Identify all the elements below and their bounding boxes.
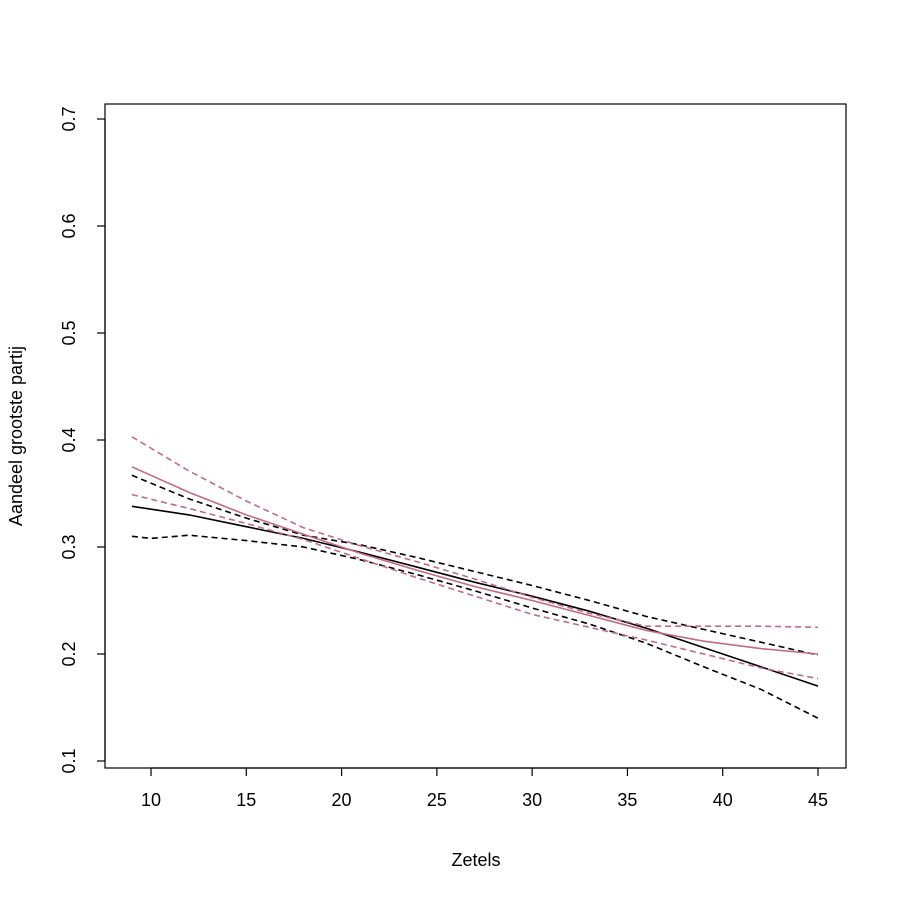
x-tick-label: 20 <box>332 790 352 810</box>
y-tick-label: 0.4 <box>59 427 79 452</box>
plot-box <box>104 103 847 769</box>
series-line-4-solid <box>131 466 819 655</box>
series-line-1-solid <box>131 505 819 687</box>
y-tick-label: 0.1 <box>59 748 79 773</box>
series-line-3-dashed <box>131 534 819 719</box>
y-tick-label: 0.5 <box>59 320 79 345</box>
y-tick-label: 0.3 <box>59 534 79 559</box>
series-line-6-dashed <box>131 493 819 680</box>
x-tick-label: 25 <box>427 790 447 810</box>
x-axis: 10 15 20 25 30 35 40 45 <box>141 767 828 810</box>
y-tick-label: 0.7 <box>59 106 79 131</box>
y-axis-title: Aandeel grootste partij <box>6 346 26 526</box>
x-axis-title: Zetels <box>451 850 500 870</box>
x-tick-label: 30 <box>522 790 542 810</box>
y-tick-label: 0.2 <box>59 641 79 666</box>
series-line-5-dashed <box>131 436 819 629</box>
x-tick-label: 10 <box>141 790 161 810</box>
y-axis: 0.1 0.2 0.3 0.4 0.5 0.6 0.7 <box>59 106 106 774</box>
y-tick-label: 0.6 <box>59 213 79 238</box>
x-tick-label: 15 <box>236 790 256 810</box>
series-layer <box>131 436 819 719</box>
x-tick-label: 35 <box>617 790 637 810</box>
x-tick-label: 40 <box>713 790 733 810</box>
x-tick-label: 45 <box>808 790 828 810</box>
series-line-2-dashed <box>131 474 819 656</box>
